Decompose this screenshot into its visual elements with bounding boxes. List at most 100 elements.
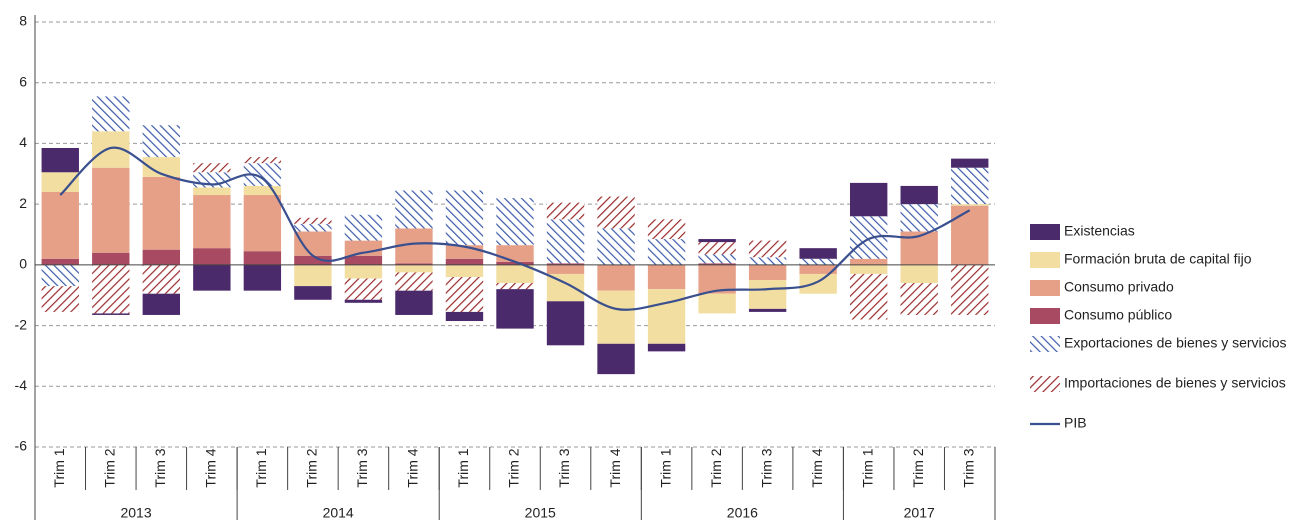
- bar-segment: [41, 192, 79, 259]
- bar-segment: [496, 283, 534, 290]
- x-tick-label: Trim 4: [203, 448, 219, 487]
- bar-segment: [344, 255, 383, 265]
- x-tick-label: Trim 2: [304, 448, 320, 487]
- bar-segment: [647, 219, 686, 240]
- legend-label: Consumo público: [1064, 307, 1172, 323]
- bar-segment: [597, 196, 635, 229]
- legend-label: Consumo privado: [1064, 279, 1174, 295]
- bar-segment: [92, 264, 130, 314]
- group-label: 2017: [904, 505, 935, 521]
- x-tick-label: Trim 3: [758, 448, 774, 487]
- x-tick-label: Trim 3: [556, 448, 572, 487]
- x-tick-label: Trim 1: [253, 448, 269, 487]
- group-label: 2014: [323, 505, 354, 521]
- bar-segment: [445, 258, 484, 265]
- bar-segment: [597, 264, 635, 291]
- bar-segment: [294, 217, 332, 224]
- legend-label: Exportaciones de bienes y servicios: [1064, 335, 1287, 351]
- x-tick-label: Trim 1: [657, 448, 673, 487]
- bar-segment: [496, 264, 534, 284]
- bar-segment: [496, 261, 534, 265]
- bar-segment: [647, 343, 686, 352]
- x-tick-label: Trim 2: [910, 448, 926, 487]
- x-tick-label: Trim 1: [455, 448, 471, 487]
- y-tick-label: 8: [19, 13, 27, 29]
- legend-swatch: [1030, 252, 1060, 268]
- bar-segment: [546, 202, 585, 220]
- legend-swatch: [1030, 308, 1060, 324]
- bar-segment: [647, 289, 686, 344]
- bar-segment: [496, 289, 534, 329]
- bar-segment: [849, 264, 888, 274]
- bar-segment: [243, 195, 282, 252]
- bar-segment: [799, 248, 837, 259]
- bar-segment: [748, 280, 787, 309]
- bar-segment: [445, 311, 484, 322]
- bar-segment: [193, 195, 231, 249]
- bar-segment: [546, 219, 585, 264]
- bar-segment: [546, 263, 585, 265]
- bar-segment: [41, 258, 79, 265]
- x-tick-label: Trim 3: [354, 448, 370, 487]
- bar-segment: [243, 163, 282, 186]
- y-tick-label: 4: [19, 134, 27, 150]
- bar-segment: [395, 190, 433, 229]
- bar-segment: [951, 264, 989, 315]
- bar-segment: [951, 158, 989, 168]
- bar-segment: [395, 263, 433, 265]
- y-tick-label: 2: [19, 195, 27, 211]
- line-series: [59, 146, 971, 311]
- bar-segment: [344, 214, 383, 241]
- bar-segment: [900, 204, 938, 232]
- bar-segment: [395, 290, 433, 315]
- group-label: 2015: [525, 505, 556, 521]
- bar-segment: [344, 278, 383, 300]
- bar-segment: [41, 147, 79, 173]
- bar-segment: [647, 239, 686, 265]
- bar-segment: [496, 245, 534, 262]
- bar-segment: [597, 228, 635, 265]
- bar-segment: [142, 249, 181, 265]
- bar-segment: [546, 301, 585, 346]
- bar-segment: [243, 251, 282, 265]
- bar-segment: [849, 216, 888, 259]
- bar-segment: [41, 286, 79, 312]
- bar-segment: [698, 254, 736, 264]
- y-tick-label: 6: [19, 73, 27, 89]
- bar-segment: [92, 252, 130, 265]
- bar-segment: [698, 293, 736, 314]
- bar-segment: [748, 240, 787, 258]
- x-tick-label: Trim 4: [405, 448, 421, 487]
- bar-segment: [243, 157, 282, 164]
- x-tick-label: Trim 1: [51, 448, 67, 487]
- bar-segment: [799, 258, 837, 265]
- bar-segment: [951, 204, 989, 206]
- x-tick-label: Trim 3: [960, 448, 976, 487]
- bar-segment: [951, 167, 989, 205]
- bar-segment: [597, 290, 635, 344]
- bar-segment: [445, 277, 484, 312]
- legend-label: PIB: [1064, 415, 1087, 431]
- x-tick-label: Trim 4: [809, 448, 825, 487]
- bar-segment: [92, 167, 130, 253]
- bar-segment: [849, 182, 888, 217]
- bar-segment: [799, 273, 837, 294]
- bar-segment: [445, 264, 484, 277]
- bar-segment: [193, 248, 231, 265]
- bar-segment: [900, 283, 938, 315]
- x-tick-label: Trim 2: [708, 448, 724, 487]
- x-tick-label: Trim 1: [859, 448, 875, 487]
- legend-swatch: [1030, 376, 1060, 392]
- legend-label: Importaciones de bienes y servicios: [1064, 375, 1286, 391]
- y-tick-label: 0: [19, 256, 27, 272]
- legend-swatch: [1030, 336, 1060, 352]
- bar-segment: [748, 264, 787, 281]
- bar-segment: [294, 255, 332, 265]
- bar-segment: [142, 176, 181, 250]
- bar-segment: [294, 286, 332, 300]
- bar-segment: [647, 264, 686, 290]
- y-tick-label: -6: [15, 438, 28, 454]
- bar-segment: [546, 264, 585, 274]
- bar-segment: [193, 264, 231, 291]
